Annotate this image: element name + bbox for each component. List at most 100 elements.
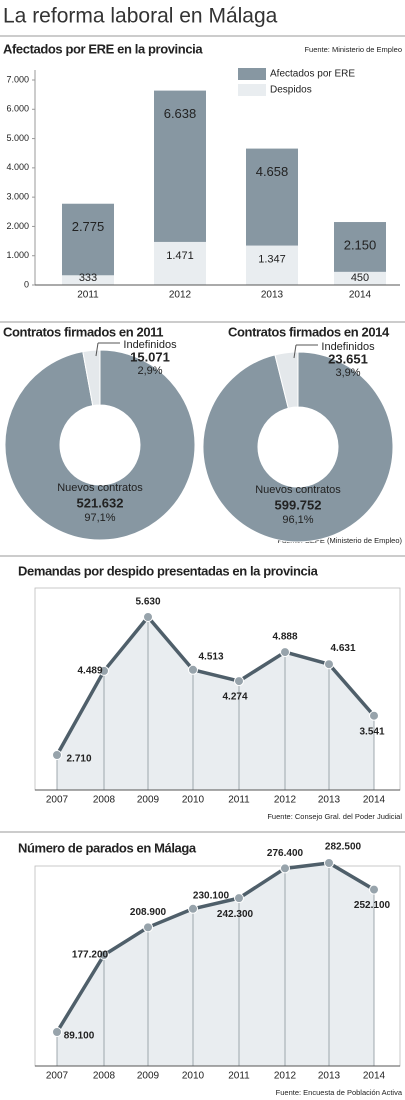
value-label: 276.400	[267, 848, 304, 859]
x-tick-label: 2012	[274, 1071, 297, 1082]
pie-slice	[202, 351, 394, 543]
value-label: 4.888	[272, 632, 297, 643]
point	[369, 884, 379, 895]
bar	[246, 245, 298, 285]
x-tick-label: 2014	[363, 795, 386, 806]
point	[52, 750, 62, 760]
value-label: 2.150	[344, 237, 377, 252]
point	[369, 710, 379, 721]
x-tick-label: 2011	[77, 290, 99, 301]
value-label: 6.638	[164, 106, 197, 121]
value-label: 1.471	[166, 250, 194, 262]
slice-value: 521.632	[77, 495, 124, 510]
line	[55, 615, 376, 756]
x-tick-label: 2012	[169, 290, 192, 301]
value-label: 177.200	[72, 950, 109, 961]
y-tick-label: 4.000	[6, 162, 29, 172]
value-label: 242.300	[217, 909, 254, 920]
legend-swatch	[238, 68, 266, 80]
slice-percent: 2,9%	[137, 365, 162, 377]
point	[52, 1027, 62, 1037]
chart-title: Contratos firmados en 2014	[228, 324, 390, 339]
value-label: 1.347	[258, 253, 286, 265]
value-label: 3.541	[359, 726, 384, 737]
pie-slice	[82, 349, 101, 407]
value-label: 230.100	[193, 890, 230, 901]
value-label: 5.630	[135, 597, 160, 608]
point	[324, 858, 334, 868]
x-tick-label: 2007	[46, 1071, 69, 1082]
y-tick-label: 6.000	[6, 104, 29, 114]
chart-title: Número de parados en Málaga	[18, 840, 197, 855]
x-tick-label: 2011	[228, 795, 250, 806]
line	[55, 861, 375, 1033]
x-tick-label: 2008	[93, 795, 116, 806]
value-label: 4.489	[77, 666, 102, 677]
y-tick-label: 3.000	[6, 192, 29, 202]
value-label: 450	[351, 272, 369, 284]
chart-title: Afectados por ERE en la provincia	[3, 41, 203, 56]
value-label: 282.500	[325, 842, 362, 853]
point	[234, 893, 244, 904]
value-label: 2.775	[72, 219, 105, 234]
slice-label: Nuevos contratos	[57, 482, 143, 494]
slice-percent: 96,1%	[282, 514, 313, 526]
point	[234, 676, 244, 687]
x-tick-label: 2010	[182, 1071, 205, 1082]
y-tick-label: 7.000	[6, 74, 29, 84]
x-tick-label: 2011	[228, 1071, 250, 1082]
source: Fuente: SEPE (Ministerio de Empleo)	[277, 536, 402, 545]
slice-value: 15.071	[130, 349, 170, 364]
point	[143, 612, 153, 622]
point	[188, 664, 198, 675]
x-tick-label: 2007	[46, 795, 69, 806]
x-tick-label: 2014	[363, 1071, 386, 1082]
source: Fuente: Encuesta de Población Activa	[276, 1088, 403, 1097]
slice-label: Nuevos contratos	[255, 484, 341, 496]
point	[188, 903, 198, 914]
point	[99, 950, 109, 961]
x-tick-label: 2013	[261, 290, 284, 301]
x-tick-label: 2008	[93, 1071, 116, 1082]
pie-slice	[274, 351, 299, 409]
value-label: 2.710	[66, 754, 91, 765]
slice-label: Indefinidos	[123, 339, 177, 351]
value-label: 89.100	[64, 1031, 95, 1042]
slice-percent: 3,9%	[335, 367, 360, 379]
main-title: La reforma laboral en Málaga	[3, 5, 278, 28]
leader-line	[293, 344, 297, 359]
value-label: 4.631	[330, 643, 355, 654]
point	[280, 863, 290, 874]
value-label: 333	[79, 272, 97, 284]
leader-line	[95, 342, 99, 357]
x-tick-label: 2013	[318, 795, 341, 806]
value-label: 252.100	[354, 900, 391, 911]
value-label: 208.900	[130, 907, 167, 918]
bar	[62, 203, 114, 285]
chart-title: Demandas por despido presentadas en la p…	[18, 563, 319, 578]
area	[57, 617, 374, 790]
y-tick-label: 0	[24, 279, 29, 289]
bar	[334, 271, 386, 285]
x-tick-label: 2014	[349, 290, 372, 301]
pie-slice	[4, 349, 196, 541]
slice-value: 23.651	[328, 351, 368, 366]
bar	[62, 275, 114, 285]
y-tick-label: 2.000	[6, 221, 29, 231]
point	[99, 665, 109, 676]
x-tick-label: 2009	[137, 1071, 160, 1082]
legend-swatch	[238, 84, 266, 96]
source: Fuente: Ministerio de Empleo	[304, 45, 402, 54]
value-label: 4.658	[256, 164, 289, 179]
point	[143, 922, 153, 933]
x-tick-label: 2010	[182, 795, 205, 806]
legend-label: Afectados por ERE	[270, 69, 355, 80]
slice-value: 599.752	[275, 497, 322, 512]
value-label: 4.274	[222, 692, 247, 703]
x-tick-label: 2013	[318, 1071, 341, 1082]
bar	[154, 241, 206, 285]
x-tick-label: 2012	[274, 795, 297, 806]
legend-label: Despidos	[270, 85, 312, 96]
